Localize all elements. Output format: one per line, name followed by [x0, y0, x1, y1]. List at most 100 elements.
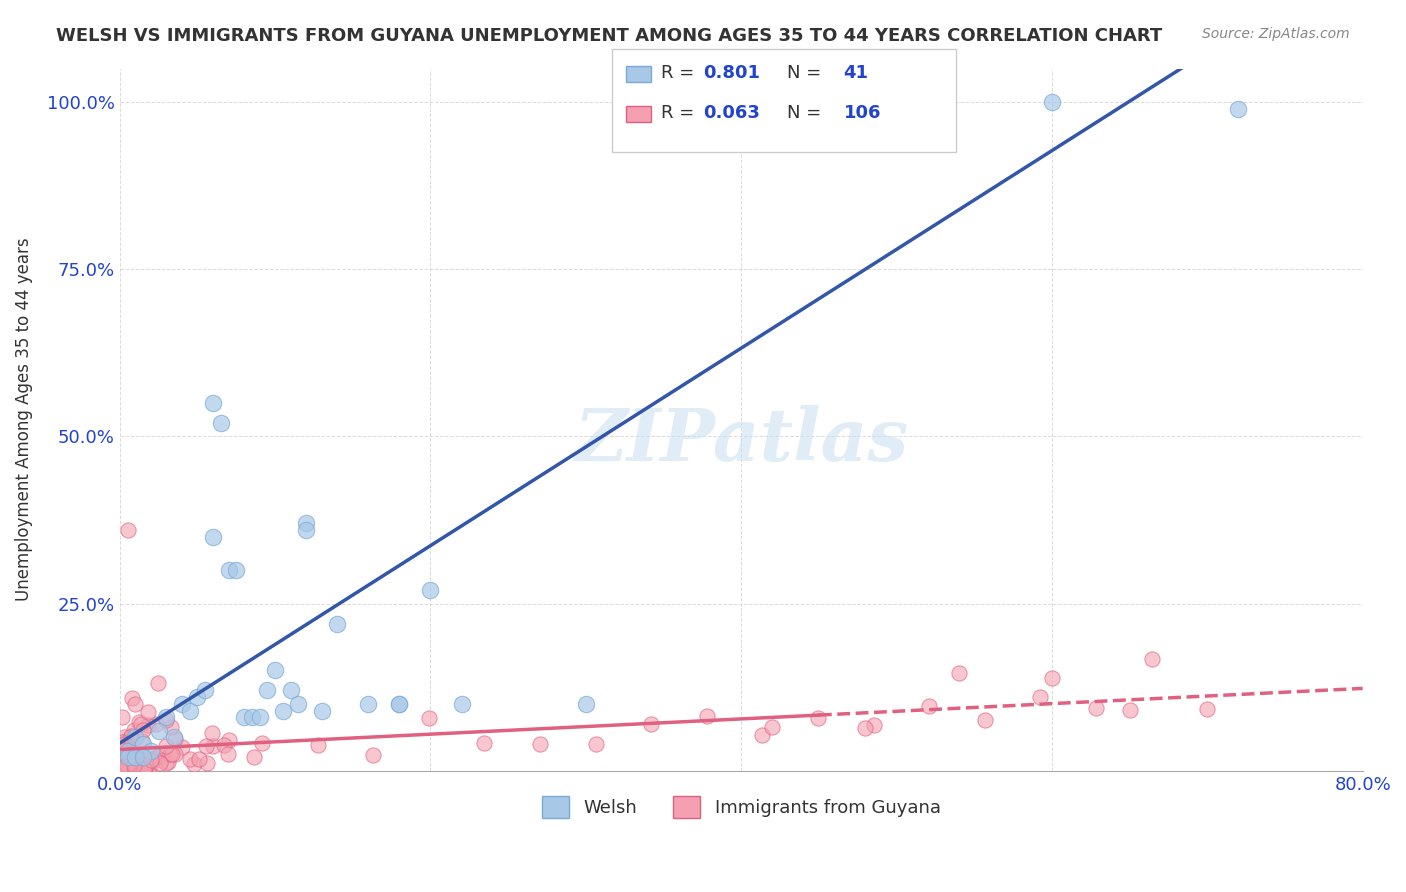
Point: [1227, 102, 1250, 116]
Point: [148, 723, 170, 738]
Point: [114, 745, 136, 759]
Point: [111, 763, 134, 777]
Point: [112, 737, 135, 751]
Point: [132, 737, 155, 751]
Point: [640, 717, 662, 731]
Point: [115, 753, 138, 767]
Point: [124, 723, 146, 737]
Point: [209, 416, 232, 430]
Y-axis label: Unemployment Among Ages 35 to 44 years: Unemployment Among Ages 35 to 44 years: [15, 238, 32, 601]
Point: [134, 762, 156, 776]
Point: [138, 761, 160, 775]
Point: [136, 705, 159, 719]
Point: [112, 743, 135, 757]
Point: [243, 749, 266, 764]
Point: [183, 757, 205, 772]
Point: [145, 717, 167, 731]
Point: [117, 750, 139, 764]
Point: [132, 751, 155, 765]
Point: [163, 747, 186, 761]
Point: [120, 729, 142, 743]
Point: [136, 756, 159, 771]
Point: [115, 749, 138, 764]
Point: [129, 717, 152, 731]
Point: [160, 720, 183, 734]
Point: [115, 749, 138, 764]
Point: [155, 710, 177, 724]
Point: [862, 717, 884, 731]
Point: [326, 616, 349, 631]
Point: [110, 756, 132, 770]
Point: [201, 725, 224, 739]
Point: [170, 697, 193, 711]
Point: [761, 720, 783, 734]
Point: [388, 697, 411, 711]
Point: [110, 762, 132, 776]
Legend: Welsh, Immigrants from Guyana: Welsh, Immigrants from Guyana: [534, 789, 948, 825]
Point: [1118, 703, 1140, 717]
Point: [162, 747, 184, 762]
Point: [155, 756, 177, 771]
Point: [114, 756, 136, 770]
Point: [659, 102, 682, 116]
Point: [287, 697, 309, 711]
Point: [111, 759, 134, 773]
Point: [271, 704, 294, 718]
Point: [218, 732, 240, 747]
Text: ZIPatlas: ZIPatlas: [574, 405, 908, 476]
Point: [124, 750, 146, 764]
Point: [128, 714, 150, 729]
Point: [156, 756, 179, 770]
Point: [973, 713, 995, 727]
Point: [127, 747, 149, 761]
Point: [217, 747, 239, 761]
Point: [202, 739, 225, 753]
Point: [118, 758, 141, 772]
Point: [225, 563, 247, 577]
Point: [117, 744, 139, 758]
Point: [149, 756, 172, 770]
Point: [163, 731, 186, 745]
Text: 106: 106: [844, 104, 882, 122]
Point: [117, 523, 139, 537]
Point: [124, 697, 146, 711]
Point: [142, 750, 165, 764]
Point: [1040, 95, 1063, 109]
Point: [807, 711, 830, 725]
Point: [149, 753, 172, 767]
Point: [108, 742, 131, 756]
Point: [111, 710, 134, 724]
Point: [139, 753, 162, 767]
Point: [108, 760, 131, 774]
Point: [249, 710, 271, 724]
Point: [139, 744, 162, 758]
Point: [114, 760, 136, 774]
Point: [132, 750, 155, 764]
Point: [659, 102, 682, 116]
Text: WELSH VS IMMIGRANTS FROM GUYANA UNEMPLOYMENT AMONG AGES 35 TO 44 YEARS CORRELATI: WELSH VS IMMIGRANTS FROM GUYANA UNEMPLOY…: [56, 27, 1163, 45]
Point: [146, 676, 169, 690]
Point: [474, 736, 496, 750]
Point: [122, 757, 145, 772]
Point: [256, 683, 278, 698]
Point: [240, 710, 263, 724]
Point: [111, 748, 134, 763]
Point: [155, 739, 177, 753]
Point: [121, 691, 143, 706]
Point: [136, 718, 159, 732]
Point: [115, 733, 138, 747]
Text: 0.801: 0.801: [703, 64, 761, 82]
Point: [218, 563, 240, 577]
Point: [172, 739, 194, 754]
Point: [112, 731, 135, 745]
Point: [120, 731, 142, 745]
Point: [186, 690, 208, 705]
Point: [948, 666, 970, 681]
Point: [115, 739, 138, 753]
Point: [111, 735, 134, 749]
Point: [132, 762, 155, 776]
Point: [201, 530, 224, 544]
Point: [110, 761, 132, 775]
Point: [115, 757, 138, 772]
Point: [194, 683, 217, 698]
